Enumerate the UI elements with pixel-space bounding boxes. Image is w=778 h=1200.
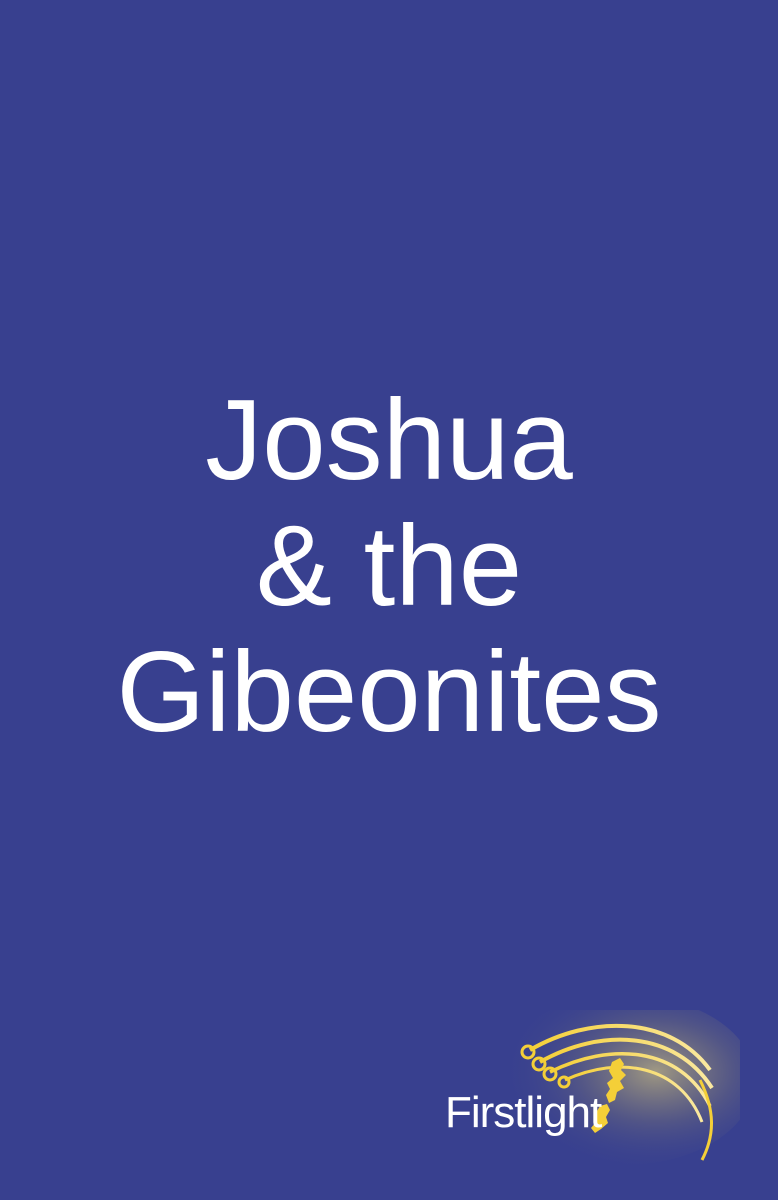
ray-2: [539, 1037, 714, 1090]
logo-wordmark: Firstlight: [445, 1088, 602, 1137]
light-rays-and-map-icon: [495, 1010, 740, 1165]
cover-title: Joshua & the Gibeonites: [0, 378, 778, 756]
ray-end-4: [557, 1075, 571, 1089]
ray-end-2: [531, 1056, 547, 1072]
map-south: [591, 1104, 610, 1133]
map-north: [606, 1058, 626, 1103]
title-line-3: Gibeonites: [116, 629, 662, 756]
ray-end-1: [520, 1044, 536, 1060]
ray-4: [564, 1065, 704, 1123]
title-line-2: & the: [255, 503, 523, 630]
title-line-1: Joshua: [205, 377, 573, 504]
arc: [698, 1079, 713, 1161]
ray-end-3: [542, 1066, 558, 1082]
ray-3: [549, 1051, 712, 1107]
firstlight-logo: Firstlight: [440, 1010, 740, 1180]
ray-1: [528, 1023, 712, 1072]
